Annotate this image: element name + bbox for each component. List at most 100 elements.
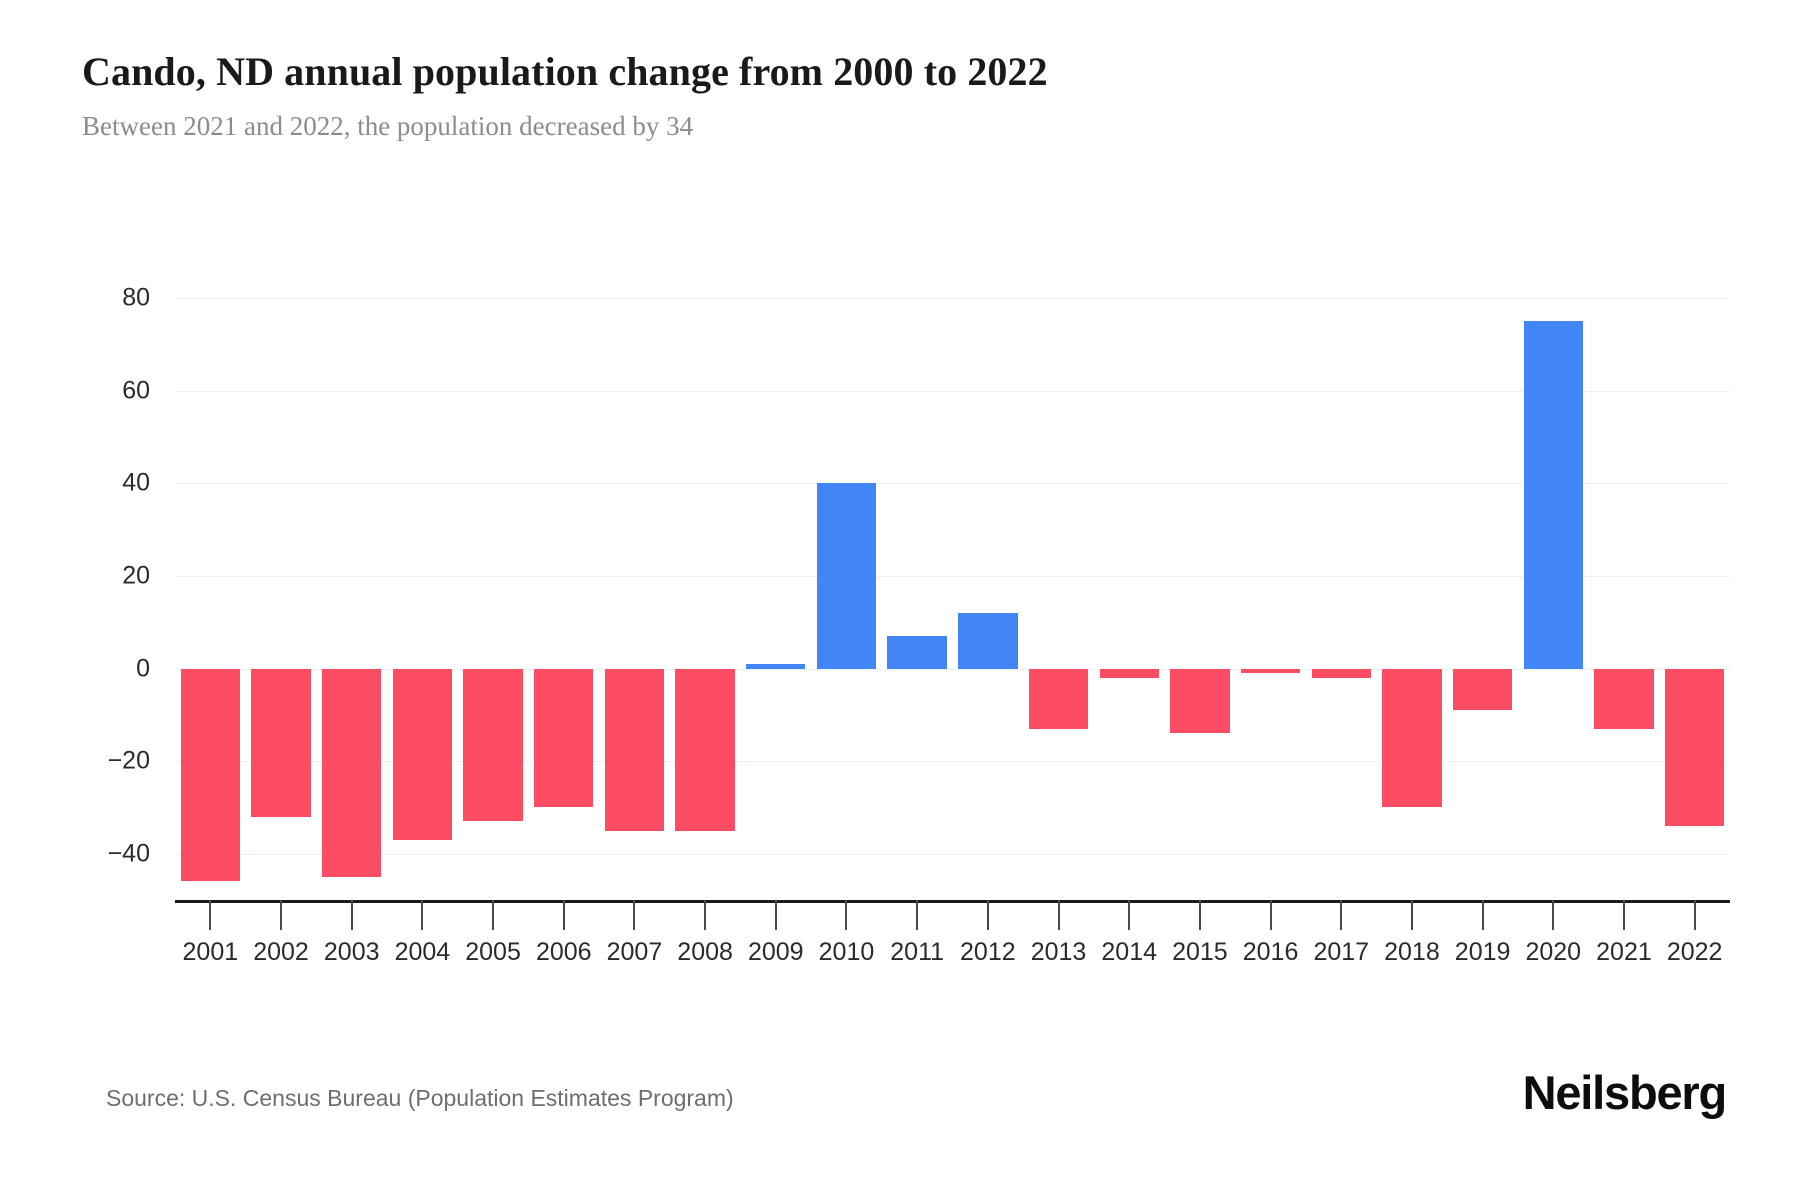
x-axis-tick-label: 2013 [1030, 938, 1087, 966]
x-axis-tick-label: 2021 [1596, 938, 1652, 966]
x-axis-tick-label: 2022 [1666, 938, 1723, 966]
x-axis-tick [986, 900, 989, 930]
x-axis-tick-label: 2008 [677, 938, 733, 966]
bar-2005[interactable] [463, 668, 523, 822]
bar-slot[interactable] [175, 275, 246, 900]
x-axis-tick [633, 900, 636, 930]
bar-slot[interactable] [670, 275, 741, 900]
x-axis-tick [1057, 900, 1060, 930]
chart-header: Cando, ND annual population change from … [82, 48, 1722, 144]
bars-group [175, 275, 1730, 900]
bar-slot[interactable] [1165, 275, 1236, 900]
y-axis-tick-label: 40 [122, 468, 150, 497]
bar-slot[interactable] [316, 275, 387, 900]
y-axis-tick-label: 60 [122, 376, 150, 405]
gridline [175, 390, 1730, 392]
bar-slot[interactable] [1377, 275, 1448, 900]
brand-logo: Neilsberg [1522, 1066, 1728, 1119]
bar-slot[interactable] [599, 275, 670, 900]
bar-slot[interactable] [953, 275, 1024, 900]
x-axis-tick-label: 2020 [1525, 938, 1582, 966]
bar-2004[interactable] [392, 668, 453, 840]
x-axis-tick-label: 2011 [890, 938, 945, 966]
x-axis-tick-label: 2004 [394, 938, 451, 966]
gridline [175, 575, 1730, 577]
x-axis-tick [845, 900, 848, 930]
x-axis-tick [280, 900, 283, 930]
y-axis-tick-label: 80 [122, 283, 150, 312]
bar-slot[interactable] [882, 275, 953, 900]
bar-2012[interactable] [958, 612, 1018, 669]
x-axis-tick-label: 2007 [606, 938, 663, 966]
x-axis-line [175, 900, 1730, 903]
bar-2019[interactable] [1452, 668, 1513, 711]
bar-2022[interactable] [1664, 668, 1725, 826]
bar-2011[interactable] [887, 636, 947, 669]
bar-2018[interactable] [1382, 668, 1442, 808]
x-axis-tick [492, 900, 495, 930]
gridline [175, 298, 1730, 300]
y-axis-tick-label: 20 [122, 561, 150, 590]
x-axis-tick [1269, 900, 1272, 930]
bar-2008[interactable] [675, 668, 735, 831]
bar-2016[interactable] [1240, 668, 1301, 674]
chart-subtitle: Between 2021 and 2022, the population de… [82, 111, 694, 141]
bar-slot[interactable] [740, 275, 811, 900]
bar-2006[interactable] [534, 668, 594, 808]
x-axis-tick [1128, 900, 1131, 930]
x-axis-tick-label: 2006 [535, 938, 592, 966]
x-axis-tick [1552, 900, 1555, 930]
bar-slot[interactable] [387, 275, 458, 900]
x-axis-tick [209, 900, 212, 930]
x-axis-tick-label: 2001 [182, 938, 239, 966]
bar-2003[interactable] [322, 668, 382, 877]
x-axis-tick-label: 2005 [465, 938, 521, 966]
gridline [175, 761, 1730, 763]
x-axis-tick-label: 2016 [1242, 938, 1299, 966]
x-axis-tick-label: 2010 [818, 938, 875, 966]
bar-2020[interactable] [1523, 321, 1583, 669]
x-axis-tick [1340, 900, 1343, 930]
x-axis-tick-label: 2017 [1313, 938, 1370, 966]
bar-slot[interactable] [528, 275, 599, 900]
x-axis-tick [1410, 900, 1413, 930]
x-axis-tick [562, 900, 565, 930]
x-axis-tick [421, 900, 424, 930]
gridline [175, 483, 1730, 485]
bar-2009[interactable] [746, 663, 806, 669]
bar-2021[interactable] [1594, 668, 1654, 729]
bar-slot[interactable] [1023, 275, 1094, 900]
bar-2001[interactable] [180, 668, 240, 882]
y-axis-tick-label: −40 [107, 839, 150, 868]
bar-2013[interactable] [1028, 668, 1089, 729]
bar-2002[interactable] [251, 668, 311, 817]
bar-slot[interactable] [811, 275, 882, 900]
bar-2015[interactable] [1170, 668, 1230, 734]
x-axis-tick-label: 2009 [747, 938, 804, 966]
bar-slot[interactable] [1447, 275, 1518, 900]
bar-2017[interactable] [1311, 668, 1371, 678]
bar-slot[interactable] [1518, 275, 1589, 900]
page-title: Cando, ND annual population change from … [82, 49, 1048, 94]
bar-slot[interactable] [1094, 275, 1165, 900]
bar-2007[interactable] [604, 668, 665, 831]
bar-2010[interactable] [816, 483, 877, 669]
source-note: Source: U.S. Census Bureau (Population E… [106, 1085, 734, 1111]
bar-slot[interactable] [246, 275, 317, 900]
x-axis-tick [1693, 900, 1696, 930]
x-axis-tick-label: 2002 [253, 938, 309, 966]
bar-slot[interactable] [1589, 275, 1660, 900]
x-axis-tick [1622, 900, 1625, 930]
bar-slot[interactable] [458, 275, 529, 900]
x-axis-tick-label: 2012 [960, 938, 1016, 966]
y-axis-tick-label: −20 [107, 746, 150, 775]
bar-slot[interactable] [1306, 275, 1377, 900]
bar-slot[interactable] [1659, 275, 1730, 900]
bar-2014[interactable] [1099, 668, 1159, 678]
x-axis-tick [916, 900, 919, 930]
y-axis-tick-label: 0 [136, 654, 150, 683]
x-axis-tick [350, 900, 353, 930]
x-axis-tick [704, 900, 707, 930]
bar-slot[interactable] [1235, 275, 1306, 900]
